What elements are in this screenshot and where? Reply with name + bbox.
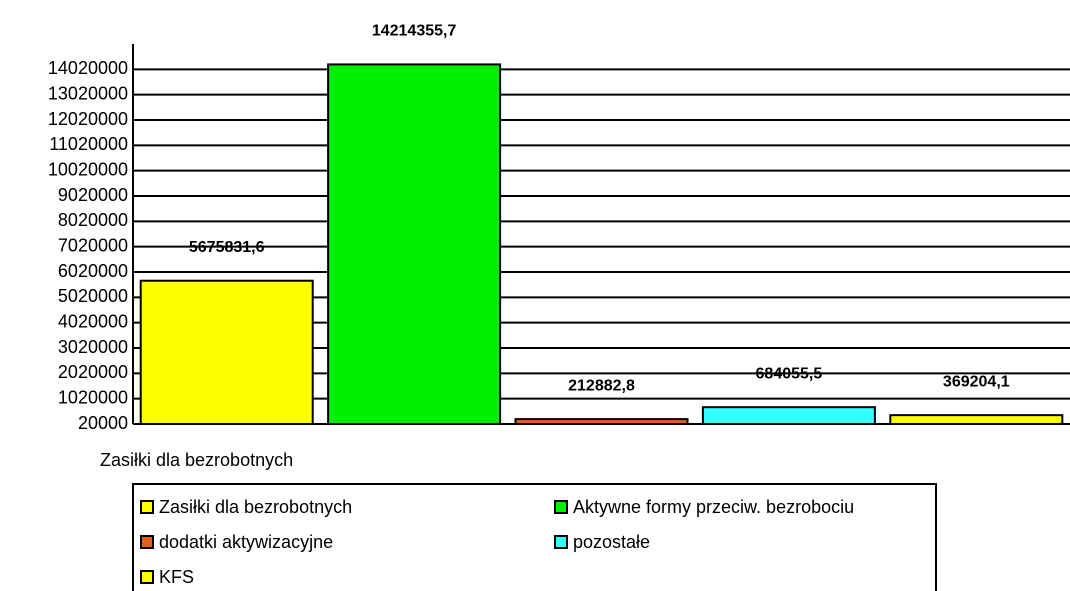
legend-label: KFS: [159, 567, 194, 587]
legend-label: Zasiłki dla bezrobotnych: [159, 497, 352, 517]
value-label: 5675831,6: [189, 239, 265, 256]
legend-swatch: [140, 535, 154, 549]
y-tick-label: 4020000: [58, 311, 128, 331]
y-tick-label: 5020000: [58, 286, 128, 306]
bar: [701, 406, 876, 425]
value-label: 369204,1: [943, 373, 1010, 390]
y-tick-label: 7020000: [58, 235, 128, 255]
legend-swatch: [554, 535, 568, 549]
y-tick-label: 11020000: [49, 134, 128, 154]
legend-label: dodatki aktywizacyjne: [159, 532, 333, 552]
value-label: 14214355,7: [372, 23, 457, 40]
bar: [327, 63, 502, 425]
value-label: 684055,5: [756, 365, 823, 382]
legend-label: pozostałe: [573, 532, 650, 552]
legend-swatch: [554, 500, 568, 514]
y-tick-label: 14020000: [48, 58, 128, 78]
legend-box: [132, 483, 937, 591]
legend-swatch: [140, 570, 154, 584]
y-tick-label: 9020000: [58, 185, 128, 205]
y-tick-label: 3020000: [58, 337, 128, 357]
y-tick-label: 20000: [78, 413, 128, 433]
y-tick-label: 6020000: [58, 261, 128, 281]
bar: [514, 418, 689, 426]
x-tick-label: Zasiłki dla bezrobotnych: [100, 450, 293, 470]
y-tick-label: 1020000: [58, 387, 128, 407]
y-tick-label: 8020000: [58, 210, 128, 230]
value-label: 212882,8: [568, 377, 635, 394]
y-tick-label: 12020000: [48, 109, 128, 129]
legend-label: Aktywne formy przeciw. bezrobociu: [573, 497, 854, 517]
y-tick-label: 13020000: [48, 83, 128, 103]
bar: [139, 279, 314, 425]
legend-swatch: [140, 500, 154, 514]
y-tick-label: 2020000: [58, 362, 128, 382]
bar: [889, 414, 1064, 426]
y-tick-label: 10020000: [48, 159, 128, 179]
